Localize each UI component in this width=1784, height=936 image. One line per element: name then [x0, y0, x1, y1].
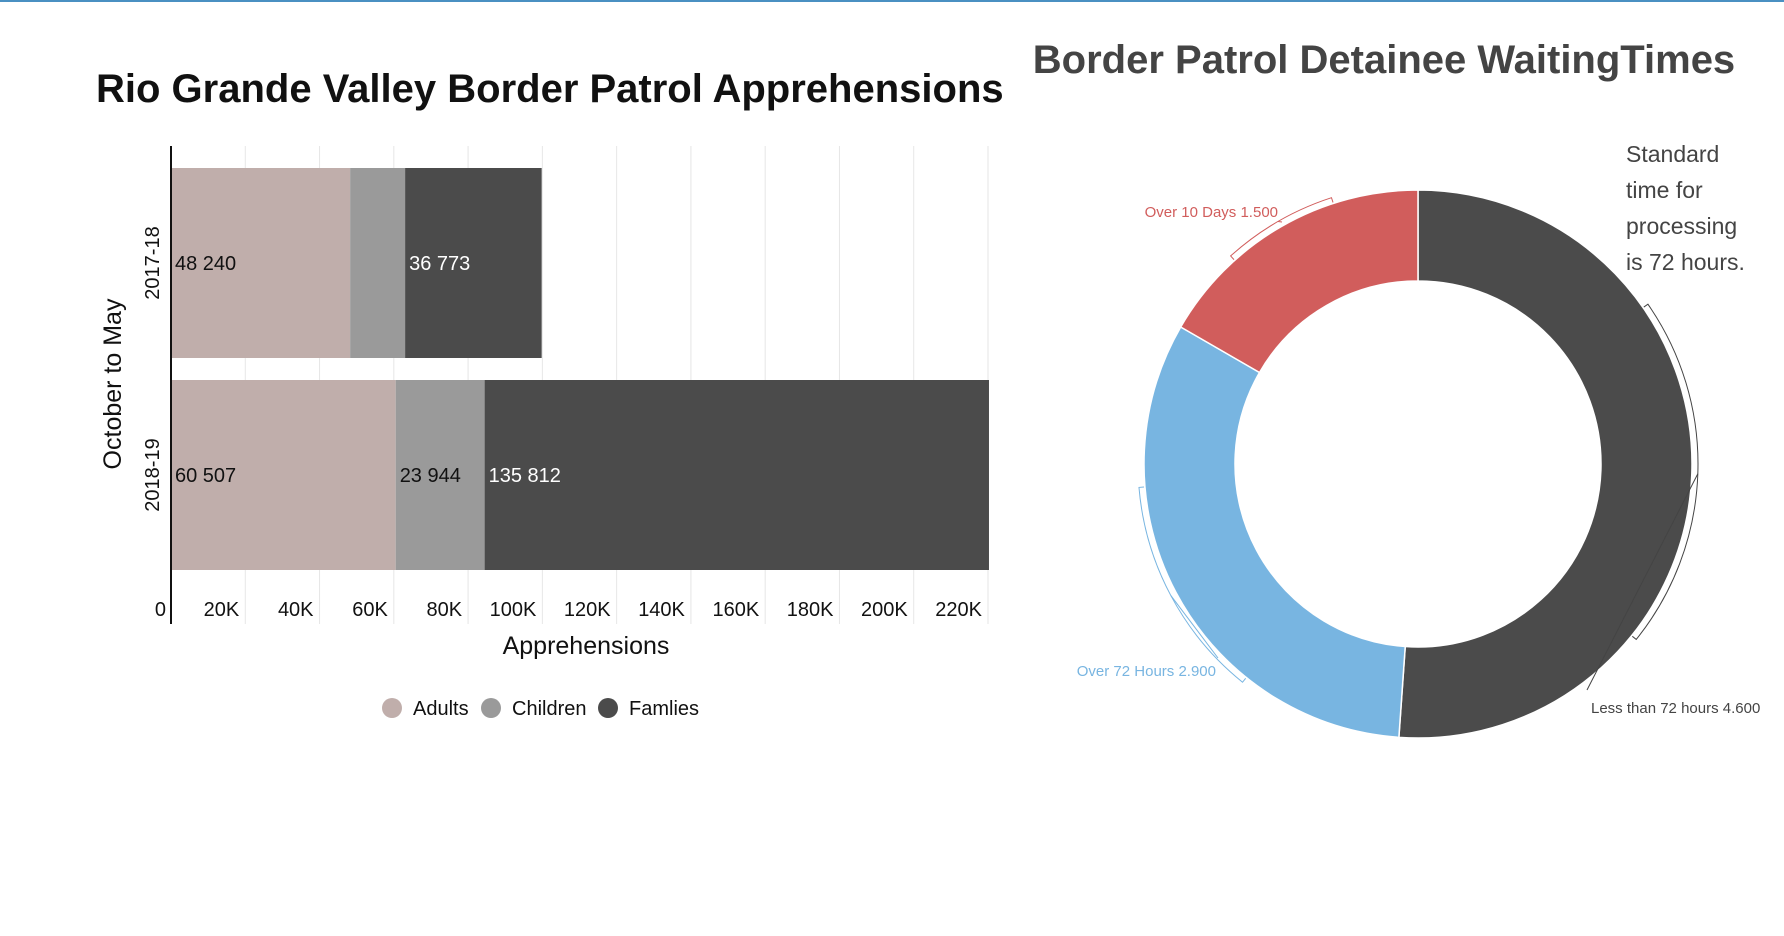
bar-data-label: 23 944	[400, 465, 461, 487]
waiting-times-donut-chart: Border Patrol Detainee WaitingTimes Less…	[1033, 38, 1760, 739]
donut-slice	[1143, 325, 1407, 739]
slice-leader-line	[1170, 595, 1219, 659]
bar-chart-y-tick-labels: 2017-18 2018-19	[142, 226, 164, 511]
donut-chart-slices	[1143, 189, 1693, 739]
legend-swatch	[382, 698, 402, 718]
x-tick-label: 160K	[712, 599, 759, 621]
annotation-line: processing	[1626, 213, 1737, 239]
bar-chart-legend: Adults Children Famlies	[382, 698, 699, 720]
annotation-line: time for	[1626, 177, 1703, 203]
slice-label: Less than 72 hours 4.600	[1591, 700, 1760, 717]
legend-swatch	[481, 698, 501, 718]
x-tick-label: 180K	[787, 599, 834, 621]
bar-chart-data-labels: 48 240 36 773 60 507 23 944 135 812	[175, 253, 561, 487]
x-tick-label: 200K	[861, 599, 908, 621]
bar-segment	[395, 380, 485, 570]
donut-chart-slice-labels: Less than 72 hours 4.600 Over 72 Hours 2.…	[1077, 197, 1760, 717]
bar-data-label: 36 773	[409, 253, 470, 275]
x-tick-label: 220K	[935, 599, 982, 621]
legend-label: Famlies	[629, 698, 699, 720]
x-tick-label: 0	[155, 599, 166, 621]
y-tick-label: 2018-19	[142, 438, 164, 511]
bar-data-label: 48 240	[175, 253, 236, 275]
bar-segment	[171, 380, 396, 570]
bar-data-label: 135 812	[489, 465, 561, 487]
y-tick-label: 2017-18	[142, 226, 164, 299]
bar-segment	[484, 380, 989, 570]
x-tick-label: 80K	[426, 599, 462, 621]
bar-chart-x-axis-label: Apprehensions	[503, 632, 670, 660]
bar-chart-y-axis-label: October to May	[99, 298, 127, 469]
x-tick-label: 140K	[638, 599, 685, 621]
donut-slice	[1398, 189, 1693, 739]
x-tick-label: 20K	[204, 599, 240, 621]
bar-segment	[171, 168, 351, 358]
apprehensions-bar-chart: Rio Grande Valley Border Patrol Apprehen…	[96, 67, 1004, 720]
annotation-line: is 72 hours.	[1626, 249, 1745, 275]
x-tick-label: 100K	[490, 599, 537, 621]
x-tick-label: 120K	[564, 599, 611, 621]
legend-swatch	[598, 698, 618, 718]
top-accent-line	[0, 0, 1784, 2]
slice-label: Over 72 Hours 2.900	[1077, 663, 1216, 680]
donut-chart-annotation: Standard time for processing is 72 hours.	[1626, 141, 1745, 275]
bar-chart-bars	[171, 168, 989, 570]
legend-label: Children	[512, 698, 586, 720]
bar-data-label: 60 507	[175, 465, 236, 487]
bar-chart-title: Rio Grande Valley Border Patrol Apprehen…	[96, 67, 1004, 111]
bar-segment	[405, 168, 542, 358]
bar-chart-x-tick-labels: 0 20K 40K 60K 80K 100K 120K 140K 160K 180K 200K 220…	[155, 599, 983, 621]
x-tick-label: 60K	[352, 599, 388, 621]
bar-segment	[350, 168, 406, 358]
x-tick-label: 40K	[278, 599, 314, 621]
donut-chart-title: Border Patrol Detainee WaitingTimes	[1033, 38, 1735, 82]
annotation-line: Standard	[1626, 141, 1719, 167]
slice-label: Over 10 Days 1.500	[1145, 204, 1278, 221]
legend-label: Adults	[413, 698, 469, 720]
donut-slice	[1179, 189, 1419, 374]
slice-leader-line	[1586, 473, 1699, 691]
